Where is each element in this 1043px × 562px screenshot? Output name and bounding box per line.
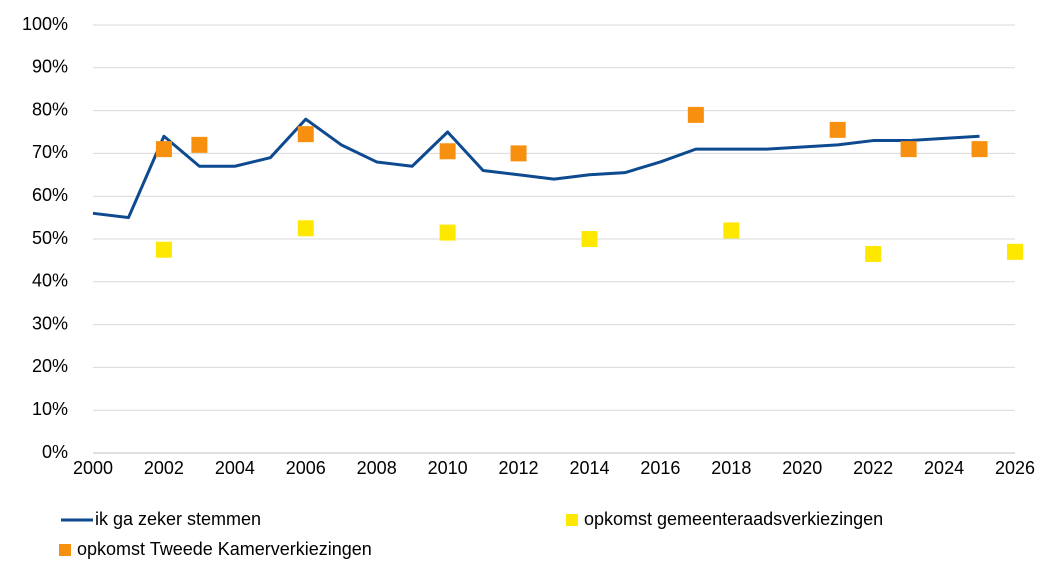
point: [297, 220, 314, 237]
legend-swatch: [566, 514, 578, 526]
point: [155, 141, 172, 158]
y-tick-label: 40%: [32, 271, 68, 291]
point: [297, 126, 314, 143]
x-tick-label: 2014: [569, 458, 609, 478]
line: [92, 117, 980, 220]
x-tick-label: 2002: [144, 458, 184, 478]
point: [439, 143, 456, 160]
x-tick-label: 2024: [924, 458, 964, 478]
y-tick-label: 0%: [42, 442, 68, 462]
x-tick-label: 2000: [73, 458, 113, 478]
x-tick-label: 2020: [782, 458, 822, 478]
x-tick-label: 2006: [286, 458, 326, 478]
legend-label: opkomst Tweede Kamerverkiezingen: [77, 539, 372, 559]
y-tick-label: 50%: [32, 228, 68, 248]
point: [865, 245, 882, 262]
y-tick-label: 80%: [32, 99, 68, 119]
point: [439, 224, 456, 241]
x-tick-label: 2008: [357, 458, 397, 478]
point: [1007, 243, 1023, 260]
point: [581, 231, 598, 247]
y-tick-label: 90%: [32, 57, 68, 77]
legend-label: opkomst gemeenteraadsverkiezingen: [584, 509, 883, 529]
x-tick-label: 2012: [499, 458, 539, 478]
x-tick-label: 2004: [215, 458, 255, 478]
point: [155, 241, 172, 258]
point: [900, 141, 917, 158]
y-tick-label: 70%: [32, 142, 68, 162]
x-tick-label: 2016: [640, 458, 680, 478]
y-tick-label: 20%: [32, 356, 68, 376]
x-tick-label: 2022: [853, 458, 893, 478]
point: [687, 106, 704, 123]
y-tick-label: 10%: [32, 399, 68, 419]
point: [191, 136, 208, 153]
legend-swatch: [59, 544, 71, 556]
point: [829, 121, 846, 138]
x-tick-label: 2026: [995, 458, 1035, 478]
point: [723, 222, 740, 239]
y-tick-label: 30%: [32, 313, 68, 333]
x-tick-label: 2010: [428, 458, 468, 478]
y-tick-label: 60%: [32, 185, 68, 205]
point: [971, 141, 988, 158]
y-tick-label: 100%: [22, 14, 68, 34]
x-tick-label: 2018: [711, 458, 751, 478]
legend-label: ik ga zeker stemmen: [95, 509, 261, 529]
point: [510, 145, 527, 162]
